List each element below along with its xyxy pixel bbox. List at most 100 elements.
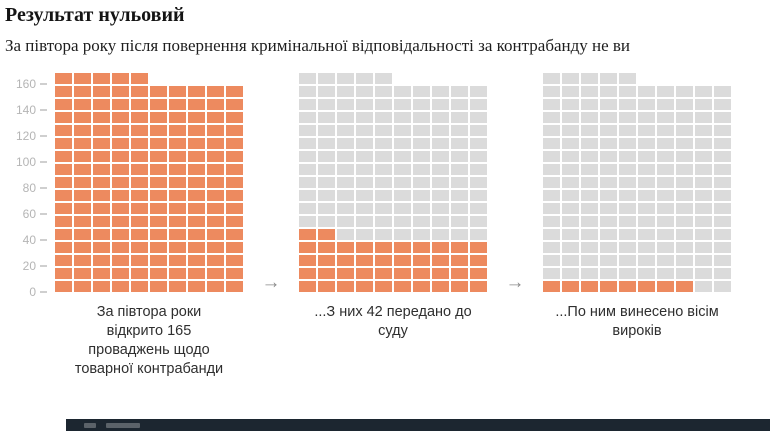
waffle-cell (581, 125, 598, 136)
waffle-cell (131, 242, 148, 253)
waffle-cell (451, 242, 468, 253)
waffle-cell (714, 190, 731, 201)
waffle-cell (150, 86, 167, 97)
waffle-cell (562, 255, 579, 266)
waffle-cell (581, 99, 598, 110)
waffle-cell (207, 229, 224, 240)
waffle-cell (394, 190, 411, 201)
waffle-cell (657, 138, 674, 149)
waffle-cell (131, 99, 148, 110)
waffle-cell (470, 138, 487, 149)
panel-sent-to-court: ...З них 42 передано до суду (299, 73, 487, 341)
waffle-cell (695, 112, 712, 123)
waffle-cell (676, 203, 693, 214)
waffle-cell (299, 203, 316, 214)
waffle-cell (131, 138, 148, 149)
waffle-cell (432, 99, 449, 110)
waffle-cell (112, 268, 129, 279)
waffle-cell (562, 73, 579, 84)
waffle-cell (695, 177, 712, 188)
waffle-cell (394, 242, 411, 253)
waffle-cell (375, 190, 392, 201)
y-axis-tick-mark (40, 265, 47, 267)
waffle-cell (188, 242, 205, 253)
waffle-cell (375, 138, 392, 149)
waffle-cell (356, 164, 373, 175)
waffle-cell (74, 203, 91, 214)
waffle-cell (394, 281, 411, 292)
waffle-cell (638, 216, 655, 227)
waffle-cell (581, 151, 598, 162)
waffle-cell (131, 255, 148, 266)
waffle-cell (318, 229, 335, 240)
waffle-cell (619, 242, 636, 253)
waffle-cell (676, 99, 693, 110)
waffle-cell (337, 190, 354, 201)
waffle-cell (226, 229, 243, 240)
waffle-cell (638, 229, 655, 240)
waffle-cell (470, 281, 487, 292)
y-axis-tick: 20 (23, 260, 47, 272)
waffle-cell (413, 281, 430, 292)
waffle-cell (188, 190, 205, 201)
waffle-cell (413, 203, 430, 214)
waffle-cell (55, 281, 72, 292)
waffle-cell (356, 203, 373, 214)
waffle-cell (714, 164, 731, 175)
waffle-cell (112, 177, 129, 188)
waffle-cell (394, 216, 411, 227)
waffle-cell (375, 216, 392, 227)
waffle-cell (337, 164, 354, 175)
waffle-cell (470, 125, 487, 136)
waffle-cell (169, 164, 186, 175)
waffle-cell (638, 86, 655, 97)
waffle-cell (638, 112, 655, 123)
waffle-cell (562, 190, 579, 201)
waffle-cell (356, 112, 373, 123)
waffle-cell (356, 86, 373, 97)
waffle-cell (74, 281, 91, 292)
waffle-cell (356, 151, 373, 162)
waffle-cell (299, 216, 316, 227)
waffle-grid-verdicts (543, 73, 731, 292)
waffle-cell (600, 125, 617, 136)
waffle-cell (432, 112, 449, 123)
waffle-cell (394, 203, 411, 214)
waffle-cell (299, 73, 316, 84)
y-axis-tick: 0 (29, 286, 47, 298)
waffle-cell (150, 281, 167, 292)
waffle-cell (470, 151, 487, 162)
waffle-grid-opened-cases (55, 73, 243, 292)
waffle-cell (619, 112, 636, 123)
waffle-cell (638, 203, 655, 214)
waffle-cell (543, 255, 560, 266)
waffle-cell (112, 242, 129, 253)
waffle-cell (657, 164, 674, 175)
waffle-cell (413, 125, 430, 136)
waffle-cell (562, 268, 579, 279)
waffle-cell (356, 255, 373, 266)
waffle-cell (74, 229, 91, 240)
waffle-cell (657, 125, 674, 136)
waffle-cell (394, 138, 411, 149)
waffle-cell (413, 99, 430, 110)
waffle-cell (714, 177, 731, 188)
waffle-cell (695, 229, 712, 240)
waffle-cell (451, 86, 468, 97)
y-axis-tick-label: 0 (29, 285, 36, 299)
waffle-cell (619, 86, 636, 97)
waffle-cell (619, 164, 636, 175)
waffle-cell (112, 86, 129, 97)
waffle-cell (581, 281, 598, 292)
waffle-cell (657, 86, 674, 97)
waffle-cell (131, 281, 148, 292)
waffle-cell (562, 125, 579, 136)
waffle-cell (188, 138, 205, 149)
waffle-cell (169, 99, 186, 110)
waffle-cell (226, 190, 243, 201)
waffle-cell (337, 86, 354, 97)
waffle-cell (470, 255, 487, 266)
waffle-cell (394, 99, 411, 110)
waffle-cell (207, 268, 224, 279)
waffle-cell (714, 86, 731, 97)
